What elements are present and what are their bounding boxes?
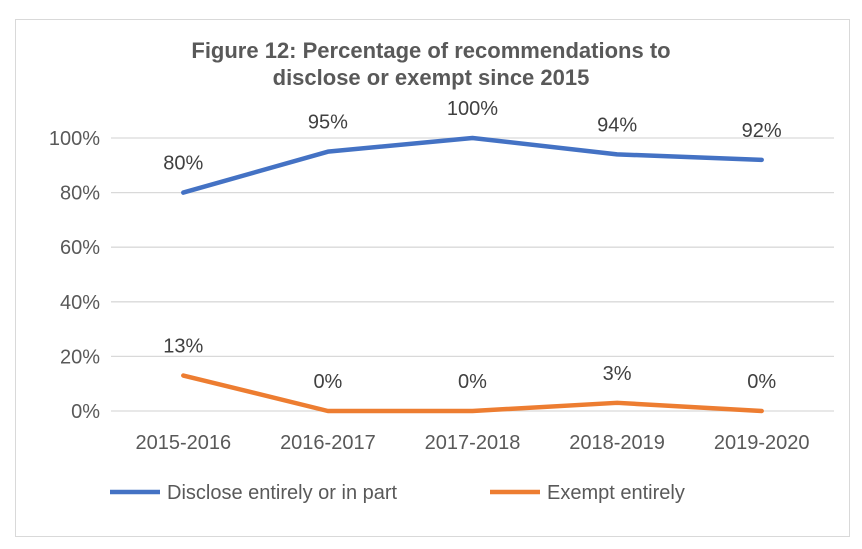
data-label: 94% <box>597 114 637 136</box>
y-tick-label: 0% <box>71 401 100 423</box>
data-label: 100% <box>447 98 498 120</box>
data-label: 0% <box>313 371 342 393</box>
data-label: 95% <box>308 112 348 134</box>
x-tick-label: 2019-2020 <box>714 432 810 454</box>
data-label: 3% <box>603 363 632 385</box>
chart-title-line-1: Figure 12: Percentage of recommendations… <box>191 38 670 63</box>
x-tick-label: 2018-2019 <box>569 432 665 454</box>
chart-title-line-2: disclose or exempt since 2015 <box>273 65 590 90</box>
y-tick-label: 100% <box>49 128 100 150</box>
data-label: 0% <box>458 371 487 393</box>
legend-label-1: Disclose entirely or in part <box>167 482 398 504</box>
legend-label-2: Exempt entirely <box>547 482 685 504</box>
chart-frame <box>15 19 850 537</box>
x-tick-label: 2015-2016 <box>135 432 231 454</box>
y-tick-label: 80% <box>60 183 100 205</box>
y-tick-label: 40% <box>60 292 100 314</box>
data-label: 92% <box>742 120 782 142</box>
x-tick-label: 2016-2017 <box>280 432 376 454</box>
y-tick-label: 60% <box>60 237 100 259</box>
data-label: 13% <box>163 336 203 358</box>
series-line-1 <box>181 135 764 195</box>
data-label: 80% <box>163 153 203 175</box>
data-label: 0% <box>747 371 776 393</box>
y-tick-label: 20% <box>60 346 100 368</box>
x-tick-label: 2017-2018 <box>425 432 521 454</box>
